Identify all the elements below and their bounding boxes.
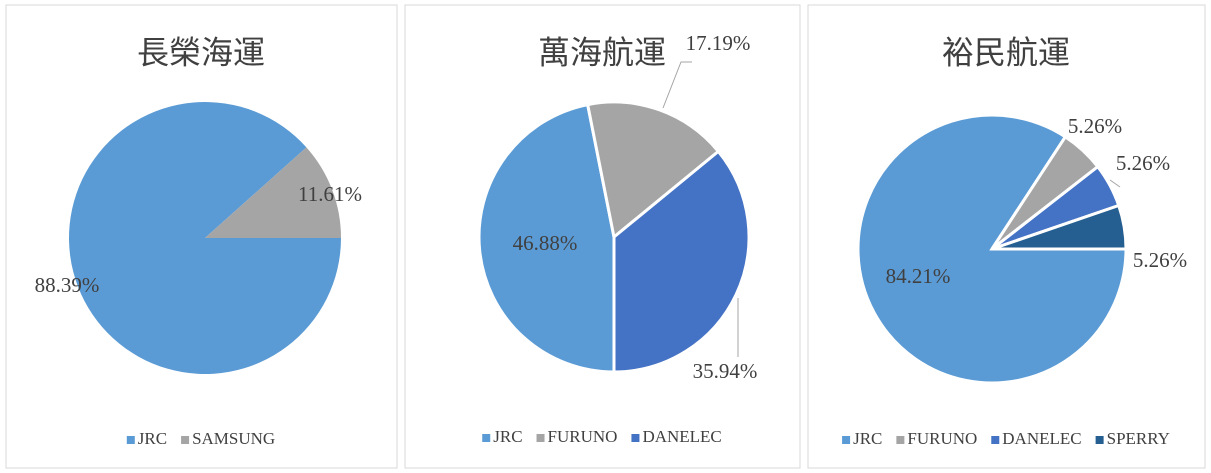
legend-swatch bbox=[631, 434, 640, 442]
pie-slice bbox=[612, 149, 751, 374]
legend-label: SAMSUNG bbox=[192, 429, 275, 448]
legend-swatch bbox=[536, 434, 545, 442]
legend-label: FURUNO bbox=[548, 427, 618, 446]
legend-swatch bbox=[1095, 436, 1104, 444]
legend-swatch bbox=[991, 436, 1000, 444]
pie-slice bbox=[477, 102, 616, 374]
chart-title: 萬海航運 bbox=[538, 34, 666, 70]
legend-label: SPERRY bbox=[1107, 429, 1170, 448]
data-label: 84.21% bbox=[886, 264, 951, 288]
pie-slice bbox=[856, 113, 1128, 385]
pie-slice bbox=[585, 100, 721, 240]
legend-swatch bbox=[482, 434, 491, 442]
legend-label: DANELEC bbox=[1002, 429, 1081, 448]
legend-swatch bbox=[181, 436, 190, 444]
leader-line bbox=[662, 61, 692, 109]
data-label: 46.88% bbox=[513, 231, 578, 255]
chart-title: 長榮海運 bbox=[137, 34, 265, 70]
data-label: 35.94% bbox=[693, 359, 758, 383]
data-label: 5.26% bbox=[1116, 151, 1170, 175]
legend-label: FURUNO bbox=[907, 429, 977, 448]
chart-title: 裕民航運 bbox=[942, 34, 1070, 70]
legend-label: JRC bbox=[138, 429, 167, 448]
legend-label: JRC bbox=[493, 427, 522, 446]
data-label: 5.26% bbox=[1068, 114, 1122, 138]
pie-slice bbox=[69, 102, 342, 375]
data-label: 5.26% bbox=[1133, 248, 1187, 272]
legend-swatch bbox=[126, 436, 135, 444]
data-label: 88.39% bbox=[35, 273, 100, 297]
legend-swatch bbox=[896, 436, 905, 444]
legend-swatch bbox=[842, 436, 851, 444]
pie-slice bbox=[991, 203, 1128, 251]
legend-label: DANELEC bbox=[642, 427, 721, 446]
pie-slice bbox=[205, 147, 341, 238]
data-label: 17.19% bbox=[686, 31, 751, 55]
legend-label: JRC bbox=[853, 429, 882, 448]
leader-line bbox=[1109, 179, 1121, 188]
data-label: 11.61% bbox=[298, 182, 362, 206]
